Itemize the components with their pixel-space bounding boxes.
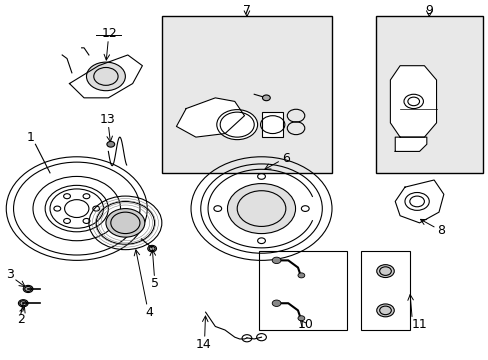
Text: 2: 2: [17, 313, 25, 326]
Circle shape: [216, 110, 257, 140]
Circle shape: [45, 185, 108, 232]
Text: 1: 1: [26, 131, 35, 144]
Text: 8: 8: [437, 224, 445, 237]
Text: 7: 7: [243, 4, 250, 17]
Bar: [375, 16, 482, 173]
Circle shape: [272, 300, 281, 306]
Text: 3: 3: [6, 268, 14, 281]
Circle shape: [272, 257, 281, 264]
Bar: [259, 251, 346, 330]
Bar: [261, 112, 283, 137]
Text: 12: 12: [101, 27, 117, 40]
Circle shape: [297, 316, 304, 321]
Circle shape: [227, 184, 295, 234]
Circle shape: [107, 141, 115, 147]
Text: 13: 13: [99, 113, 115, 126]
Polygon shape: [394, 137, 426, 152]
Text: 6: 6: [281, 152, 289, 165]
Bar: [361, 251, 409, 330]
Circle shape: [147, 246, 156, 252]
Text: 11: 11: [411, 318, 427, 331]
Circle shape: [106, 208, 144, 237]
Polygon shape: [176, 98, 244, 137]
Text: 5: 5: [150, 277, 158, 290]
Circle shape: [376, 265, 393, 278]
Circle shape: [19, 300, 28, 307]
Circle shape: [23, 285, 33, 293]
Polygon shape: [394, 180, 443, 223]
Circle shape: [86, 62, 125, 91]
Text: 9: 9: [425, 4, 432, 17]
Polygon shape: [69, 55, 142, 98]
Text: 14: 14: [195, 338, 211, 351]
Text: 4: 4: [145, 306, 153, 319]
Circle shape: [376, 304, 393, 317]
Circle shape: [262, 95, 270, 101]
Circle shape: [297, 273, 304, 278]
Bar: [162, 16, 331, 173]
Text: 10: 10: [297, 318, 313, 331]
Polygon shape: [389, 66, 436, 137]
